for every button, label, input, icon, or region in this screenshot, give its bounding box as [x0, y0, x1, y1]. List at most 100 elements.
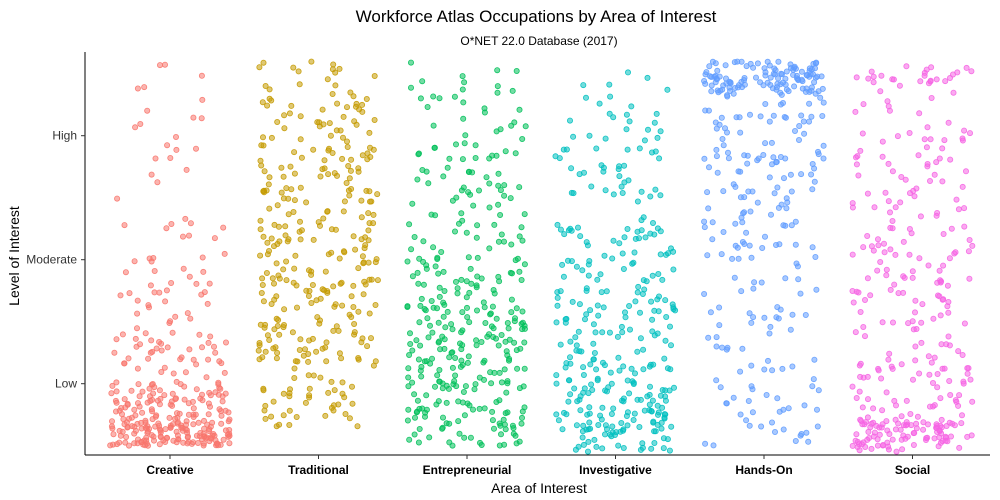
data-point-entrepreneurial	[421, 358, 428, 365]
data-point-creative	[126, 415, 133, 422]
data-point-traditional	[340, 208, 347, 215]
data-point-investigative	[654, 330, 661, 337]
data-point-entrepreneurial	[493, 128, 500, 135]
data-point-investigative	[624, 409, 631, 416]
data-point-entrepreneurial	[422, 409, 429, 416]
data-point-entrepreneurial	[430, 304, 437, 311]
data-point-hands-on	[771, 190, 778, 197]
data-point-social	[927, 136, 934, 143]
data-point-social	[967, 130, 974, 137]
data-point-traditional	[273, 293, 280, 300]
data-point-investigative	[657, 192, 664, 199]
data-point-creative	[193, 386, 200, 393]
x-tick-label-traditional: Traditional	[288, 463, 349, 477]
data-point-hands-on	[805, 438, 812, 445]
data-point-investigative	[656, 293, 663, 300]
data-point-creative	[154, 397, 161, 404]
data-point-social	[930, 379, 937, 386]
data-point-entrepreneurial	[438, 248, 445, 255]
data-point-entrepreneurial	[454, 285, 461, 292]
data-point-entrepreneurial	[474, 254, 481, 261]
data-point-investigative	[598, 289, 605, 296]
data-point-social	[893, 448, 900, 455]
data-point-social	[906, 251, 913, 258]
data-point-investigative	[563, 360, 570, 367]
data-point-social	[878, 424, 885, 431]
data-point-hands-on	[793, 260, 800, 267]
data-point-entrepreneurial	[503, 389, 510, 396]
data-point-investigative	[576, 301, 583, 308]
data-point-traditional	[339, 155, 346, 162]
data-point-creative	[198, 344, 205, 351]
data-point-hands-on	[737, 194, 744, 201]
data-point-social	[879, 138, 886, 145]
data-point-social	[945, 309, 952, 316]
data-point-entrepreneurial	[478, 338, 485, 345]
data-point-traditional	[347, 167, 354, 174]
data-point-hands-on	[783, 195, 790, 202]
data-point-traditional	[337, 127, 344, 134]
data-point-investigative	[622, 309, 629, 316]
data-point-entrepreneurial	[409, 273, 416, 280]
data-point-traditional	[316, 320, 323, 327]
data-point-traditional	[259, 281, 266, 288]
data-point-social	[889, 217, 896, 224]
data-point-creative	[116, 427, 123, 434]
data-point-hands-on	[773, 314, 780, 321]
data-point-entrepreneurial	[516, 233, 523, 240]
data-point-social	[917, 78, 924, 85]
data-point-entrepreneurial	[497, 211, 504, 218]
data-point-investigative	[553, 380, 560, 387]
data-point-traditional	[350, 93, 357, 100]
data-point-traditional	[272, 344, 279, 351]
data-point-hands-on	[707, 73, 714, 80]
data-point-traditional	[280, 324, 287, 331]
data-point-entrepreneurial	[436, 338, 443, 345]
data-point-hands-on	[815, 151, 822, 158]
data-point-investigative	[607, 369, 614, 376]
data-point-hands-on	[774, 395, 781, 402]
data-point-investigative	[649, 272, 656, 279]
data-point-hands-on	[701, 218, 708, 225]
data-point-hands-on	[758, 423, 765, 430]
data-point-entrepreneurial	[476, 439, 483, 446]
data-point-investigative	[592, 329, 599, 336]
data-point-entrepreneurial	[513, 68, 520, 75]
data-point-social	[928, 95, 935, 102]
data-point-entrepreneurial	[463, 229, 470, 236]
data-point-hands-on	[812, 90, 819, 97]
data-point-traditional	[308, 58, 315, 65]
data-point-entrepreneurial	[491, 221, 498, 228]
data-point-creative	[148, 406, 155, 413]
data-point-investigative	[560, 273, 567, 280]
data-point-creative	[173, 146, 180, 153]
data-point-creative	[133, 343, 140, 350]
data-point-entrepreneurial	[411, 233, 418, 240]
data-point-investigative	[624, 225, 631, 232]
data-point-investigative	[618, 183, 625, 190]
data-point-traditional	[315, 219, 322, 226]
data-point-hands-on	[759, 244, 766, 251]
data-point-entrepreneurial	[490, 286, 497, 293]
data-point-social	[911, 193, 918, 200]
data-point-traditional	[346, 175, 353, 182]
data-point-entrepreneurial	[417, 95, 424, 102]
data-point-investigative	[578, 348, 585, 355]
data-point-entrepreneurial	[511, 339, 518, 346]
data-point-entrepreneurial	[444, 164, 451, 171]
data-point-traditional	[257, 157, 264, 164]
data-point-hands-on	[716, 304, 723, 311]
data-point-creative	[131, 423, 138, 430]
data-point-investigative	[619, 189, 626, 196]
data-point-hands-on	[788, 188, 795, 195]
data-point-social	[897, 199, 904, 206]
data-point-hands-on	[725, 149, 732, 156]
data-point-traditional	[306, 394, 313, 401]
data-point-hands-on	[748, 362, 755, 369]
data-point-investigative	[603, 288, 610, 295]
data-point-entrepreneurial	[411, 431, 418, 438]
data-point-investigative	[608, 410, 615, 417]
data-point-social	[849, 251, 856, 258]
data-point-creative	[220, 224, 227, 231]
data-point-traditional	[358, 339, 365, 346]
